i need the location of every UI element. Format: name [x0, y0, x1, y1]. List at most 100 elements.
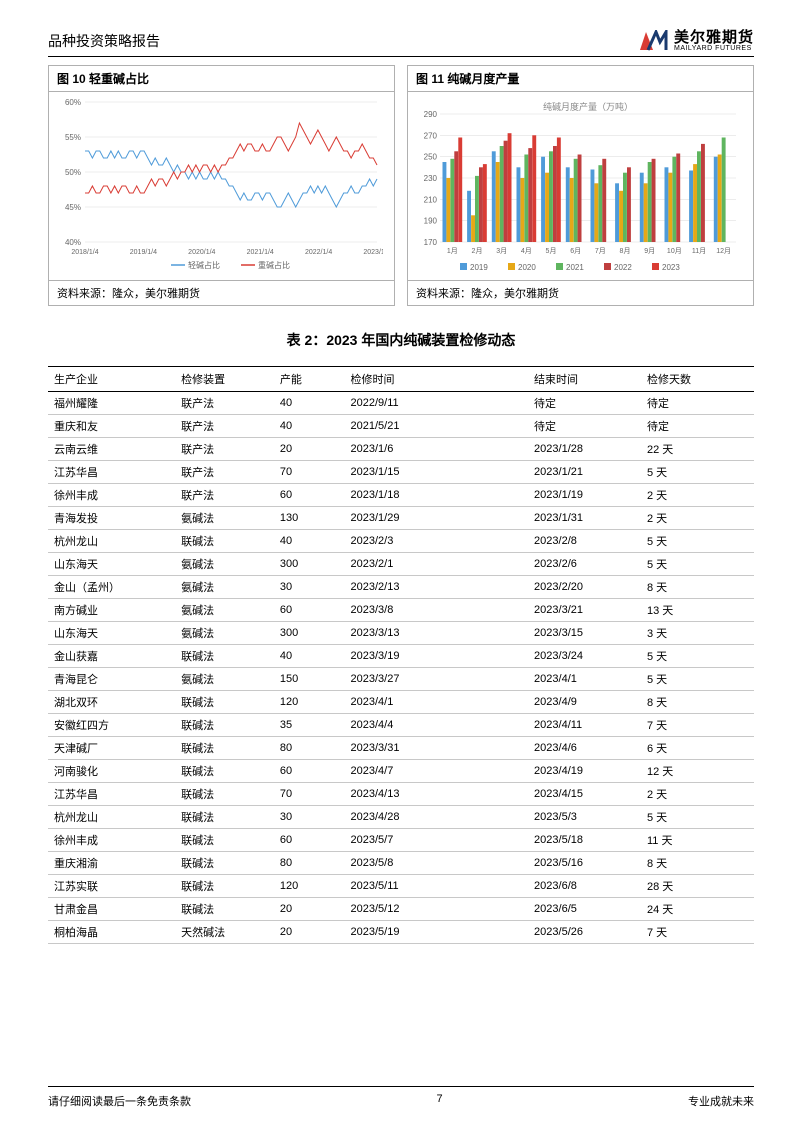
- svg-text:190: 190: [424, 217, 438, 226]
- table2-title: 表 2：2023 年国内纯碱装置检修动态: [48, 330, 754, 350]
- table-cell: 2023/4/1: [345, 691, 529, 714]
- table-cell: 杭州龙山: [48, 806, 175, 829]
- svg-text:5月: 5月: [546, 247, 557, 255]
- table-cell: 氨碱法: [175, 576, 274, 599]
- table-cell: 2 天: [641, 484, 754, 507]
- svg-text:2023/1/4: 2023/1/4: [363, 249, 383, 256]
- table-cell: 联产法: [175, 461, 274, 484]
- table-cell: 2023/1/19: [528, 484, 641, 507]
- chart10-title: 图 10 轻重碱占比: [49, 66, 394, 92]
- table-cell: 2023/4/11: [528, 714, 641, 737]
- table-cell: 20: [274, 898, 345, 921]
- table-cell: 2023/5/16: [528, 852, 641, 875]
- svg-text:50%: 50%: [65, 168, 81, 177]
- chart11-body: 纯碱月度产量（万吨）1701902102302502702901月2月3月4月5…: [408, 92, 753, 280]
- table-cell: 联产法: [175, 438, 274, 461]
- table-col-header: 结束时间: [528, 367, 641, 392]
- table-cell: 70: [274, 783, 345, 806]
- table-cell: 湖北双环: [48, 691, 175, 714]
- logo-mark-icon: [638, 30, 668, 52]
- table-cell: 8 天: [641, 691, 754, 714]
- svg-text:6月: 6月: [570, 247, 581, 255]
- table-cell: 2023/3/27: [345, 668, 529, 691]
- table-col-header: 生产企业: [48, 367, 175, 392]
- table-cell: 2023/2/1: [345, 553, 529, 576]
- chart10-body: 40%45%50%55%60%2018/1/42019/1/42020/1/42…: [49, 92, 394, 280]
- table-cell: 40: [274, 392, 345, 415]
- footer-slogan: 专业成就未来: [688, 1093, 754, 1109]
- svg-text:2019: 2019: [470, 263, 488, 272]
- table-cell: 28 天: [641, 875, 754, 898]
- table-cell: 联产法: [175, 484, 274, 507]
- chart11-box: 图 11 纯碱月度产量 纯碱月度产量（万吨）170190210230250270…: [407, 65, 754, 306]
- table-col-header: 检修装置: [175, 367, 274, 392]
- table-cell: 联碱法: [175, 852, 274, 875]
- table-cell: 2023/4/9: [528, 691, 641, 714]
- table-cell: 2023/5/12: [345, 898, 529, 921]
- table-cell: 2 天: [641, 783, 754, 806]
- svg-text:250: 250: [424, 153, 438, 162]
- table-cell: 2023/5/8: [345, 852, 529, 875]
- svg-text:270: 270: [424, 131, 438, 140]
- table-cell: 青海发投: [48, 507, 175, 530]
- table-cell: 7 天: [641, 921, 754, 944]
- chart11-svg: 纯碱月度产量（万吨）1701902102302502702901月2月3月4月5…: [412, 96, 742, 276]
- table-cell: 金山获嘉: [48, 645, 175, 668]
- table-cell: 2023/1/6: [345, 438, 529, 461]
- table-cell: 2023/4/13: [345, 783, 529, 806]
- table-cell: 60: [274, 484, 345, 507]
- table-cell: 氨碱法: [175, 668, 274, 691]
- report-type-title: 品种投资策略报告: [48, 31, 160, 51]
- table-cell: 山东海天: [48, 553, 175, 576]
- table-cell: 天然碱法: [175, 921, 274, 944]
- table-cell: 2023/3/8: [345, 599, 529, 622]
- table-cell: 13 天: [641, 599, 754, 622]
- table-cell: 2023/3/24: [528, 645, 641, 668]
- table-cell: 重庆和友: [48, 415, 175, 438]
- table-row: 福州耀隆联产法402022/9/11待定待定: [48, 392, 754, 415]
- table-cell: 120: [274, 875, 345, 898]
- svg-text:7月: 7月: [595, 247, 606, 255]
- table-cell: 2023/2/20: [528, 576, 641, 599]
- table-cell: 青海昆仑: [48, 668, 175, 691]
- table-cell: 5 天: [641, 668, 754, 691]
- table-cell: 徐州丰成: [48, 829, 175, 852]
- table-cell: 3 天: [641, 622, 754, 645]
- table-row: 山东海天氨碱法3002023/3/132023/3/153 天: [48, 622, 754, 645]
- table-cell: 20: [274, 921, 345, 944]
- table-cell: 2023/5/18: [528, 829, 641, 852]
- svg-text:11月: 11月: [692, 247, 706, 255]
- table-cell: 联碱法: [175, 783, 274, 806]
- svg-text:2022: 2022: [614, 263, 632, 272]
- table-cell: 天津碱厂: [48, 737, 175, 760]
- table-cell: 2023/4/19: [528, 760, 641, 783]
- table-cell: 联碱法: [175, 898, 274, 921]
- table-cell: 2023/1/28: [528, 438, 641, 461]
- table-row: 徐州丰成联产法602023/1/182023/1/192 天: [48, 484, 754, 507]
- table-cell: 130: [274, 507, 345, 530]
- table-cell: 2023/3/19: [345, 645, 529, 668]
- svg-text:55%: 55%: [65, 133, 81, 142]
- table-cell: 80: [274, 852, 345, 875]
- table-cell: 5 天: [641, 530, 754, 553]
- table-row: 河南骏化联碱法602023/4/72023/4/1912 天: [48, 760, 754, 783]
- table-cell: 2023/1/31: [528, 507, 641, 530]
- svg-text:12月: 12月: [716, 247, 731, 255]
- svg-text:4月: 4月: [521, 247, 532, 255]
- table-cell: 徐州丰成: [48, 484, 175, 507]
- table-row: 杭州龙山联碱法402023/2/32023/2/85 天: [48, 530, 754, 553]
- table-cell: 2023/5/19: [345, 921, 529, 944]
- table-row: 重庆湘渝联碱法802023/5/82023/5/168 天: [48, 852, 754, 875]
- table-cell: 2023/2/8: [528, 530, 641, 553]
- table-cell: 2023/4/7: [345, 760, 529, 783]
- table-cell: 120: [274, 691, 345, 714]
- table-cell: 2023/5/11: [345, 875, 529, 898]
- logo-text-en: MAILYARD FUTURES: [674, 45, 754, 52]
- table-cell: 300: [274, 622, 345, 645]
- page-footer: 请仔细阅读最后一条免责条款 7 专业成就未来: [48, 1086, 754, 1109]
- table-cell: 2023/4/15: [528, 783, 641, 806]
- table-cell: 150: [274, 668, 345, 691]
- table-row: 青海昆仑氨碱法1502023/3/272023/4/15 天: [48, 668, 754, 691]
- table-cell: 联碱法: [175, 760, 274, 783]
- svg-text:45%: 45%: [65, 203, 81, 212]
